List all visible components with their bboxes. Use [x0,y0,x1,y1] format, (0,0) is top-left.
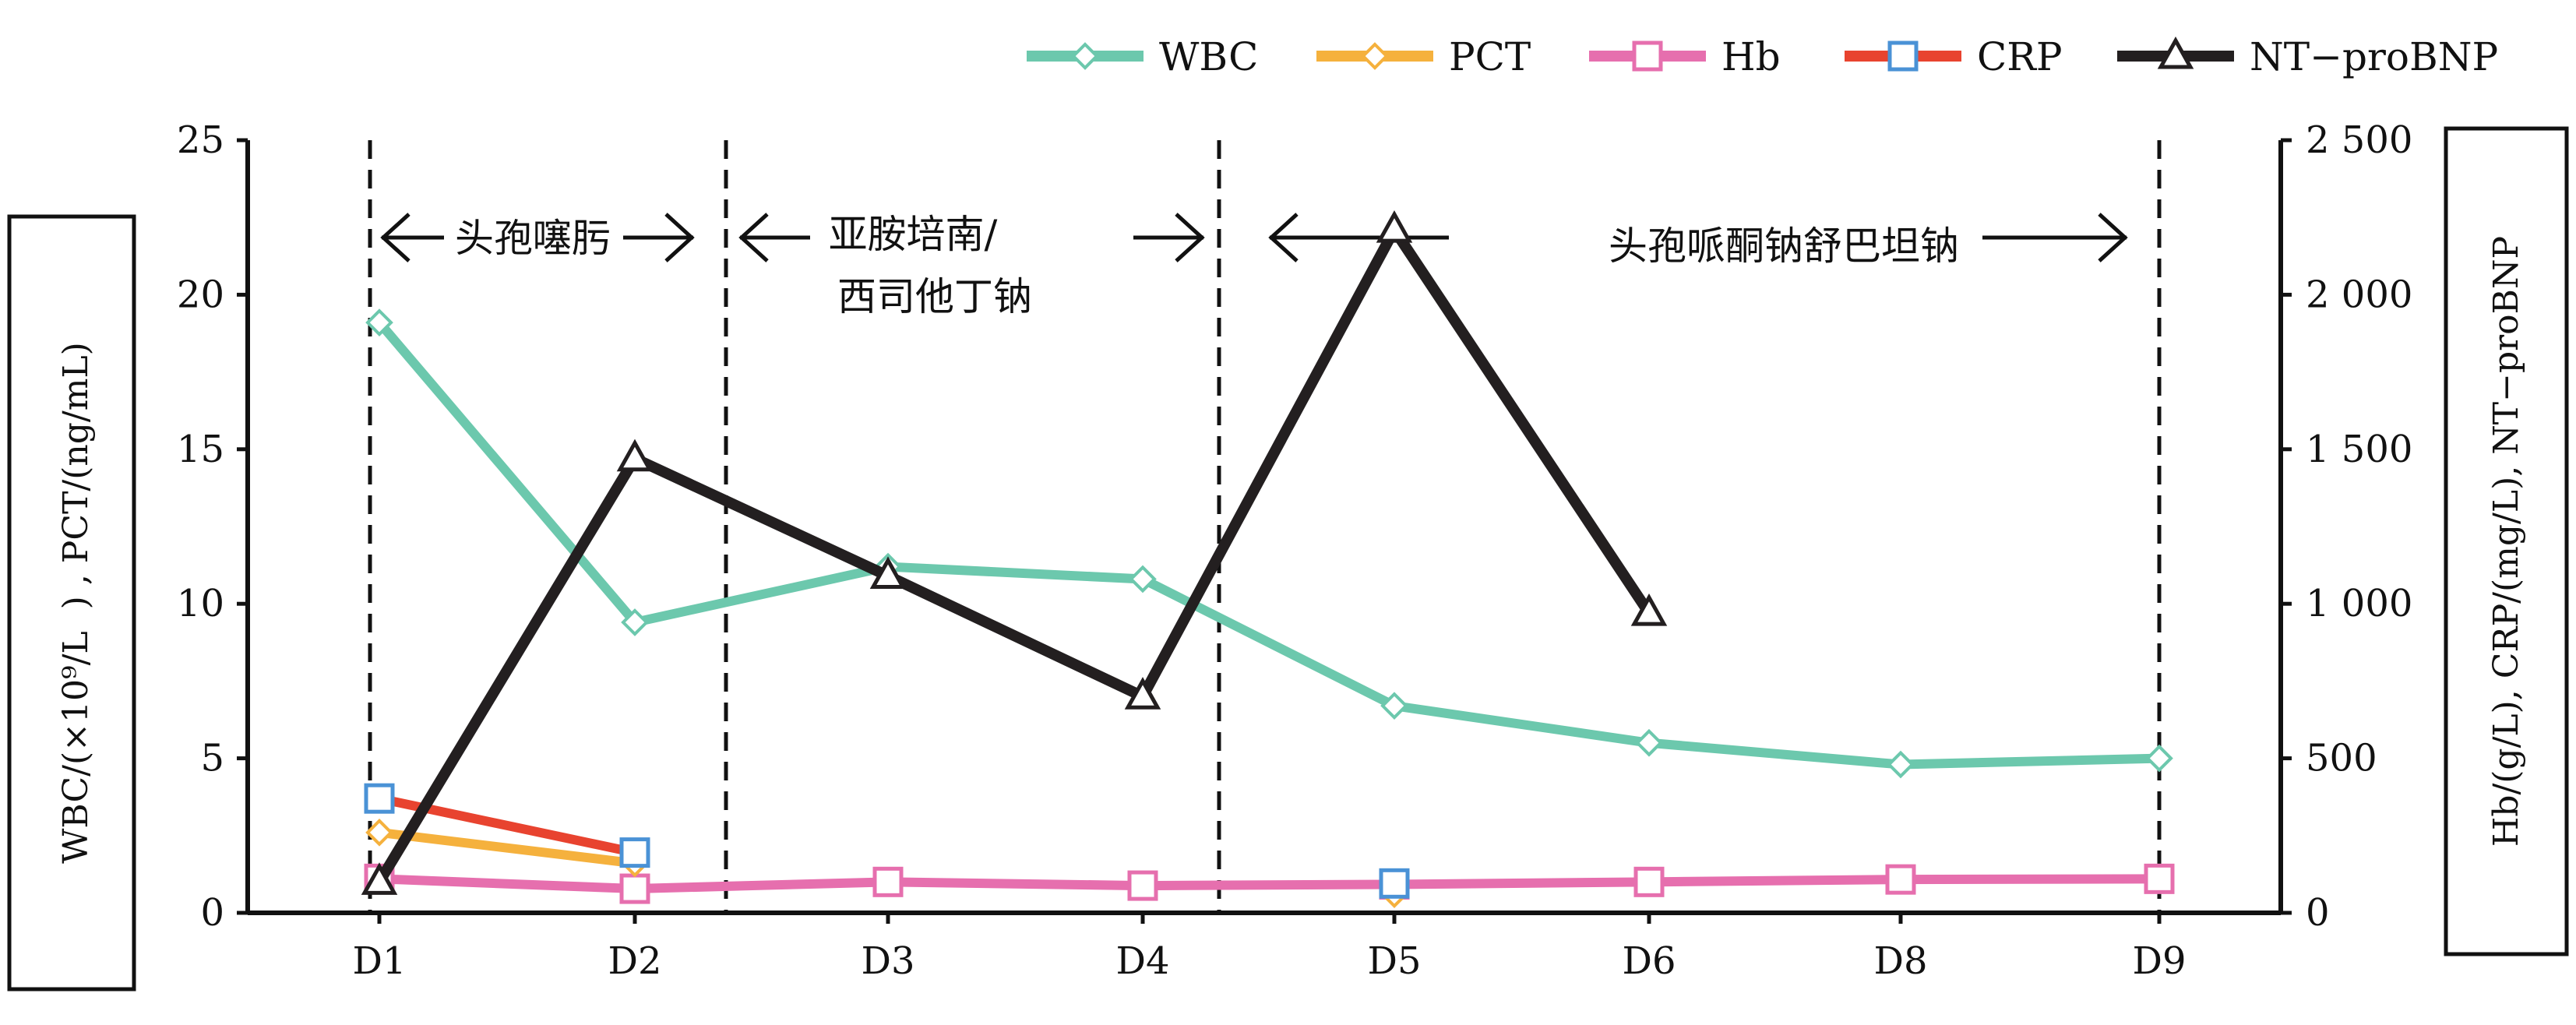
point-nt-probnp [1124,677,1161,710]
series-wbc [365,308,2173,779]
point-crp [1379,868,1410,899]
left-tick-label: 25 [177,118,224,162]
legend-label: Hb [1721,34,1781,79]
point-hb [619,873,650,904]
point-nt-probnp [361,862,398,895]
legend-item-nt-probnp: NT−proBNP [2117,34,2498,79]
point-wbc [2145,744,2173,773]
point-hb [872,866,904,897]
drug-annotations: 头孢噻肟 亚胺培南/ 西司他丁钠 头孢哌酮钠舒巴坦钠 [380,212,2128,319]
annotation-arrows [380,213,2128,262]
arrow-imipenem-left [738,213,810,262]
point-crp [619,837,650,868]
legend-marker [1887,41,1919,72]
x-tick-label: D2 [608,939,661,983]
point-nt-probnp [1630,593,1668,626]
point-wbc [365,308,393,336]
series-line-hb [379,874,2160,894]
annotation-cefotaxime: 头孢噻肟 [455,216,611,261]
annotation-imipenem-line2: 西司他丁钠 [837,274,1032,319]
point-nt-probnp [869,556,907,589]
point-hb [1633,866,1665,897]
point-nt-probnp [616,439,654,472]
legend-label: NT−proBNP [2250,34,2498,79]
legend-item-crp: CRP [1845,34,2063,79]
left-tick-label: 0 [200,891,224,935]
point-wbc [621,608,649,636]
point-wbc [1887,750,1915,779]
axes: 0 5 10 15 20 25 0 500 1 000 1 500 2 000 2 500 D1 D2 D3… [177,118,2413,983]
legend-item-pct: PCT [1316,34,1531,79]
point-hb [1885,864,1916,895]
legend: WBC PCT Hb CRP NT−proBNP [1027,34,2498,79]
point-pct [365,819,393,847]
series-line-pct [379,827,636,868]
left-axis-title: WBC/(×10⁹/L ) , PCT/(ng/mL) [56,342,96,864]
x-tick-label: D8 [1873,939,1927,983]
series-nt-probnp [361,210,1668,895]
right-tick-label: 1 000 [2306,582,2412,625]
x-tick-label: D3 [861,939,914,983]
right-axis-title: Hb/(g/L), CRP/(mg/L), NT−proBNP [2486,236,2526,847]
series-line-wbc [375,319,2160,770]
x-tick-label: D6 [1622,939,1676,983]
arrow-imipenem-right [1133,213,1205,262]
series-layer [361,210,2175,909]
point-wbc [1380,692,1408,720]
series-line-nt-probnp [375,219,1654,885]
point-wbc [1635,728,1663,757]
arrow-cefoperazone-right [1982,213,2128,262]
left-tick-label: 10 [177,582,224,625]
x-tick-label: D4 [1115,939,1169,983]
legend-marker [1632,41,1663,72]
arrow-cefotaxime-right [623,213,695,262]
legend-label: WBC [1159,34,1258,79]
right-tick-label: 2 500 [2306,118,2412,162]
arrow-cefotaxime-left [380,213,444,262]
right-axis-label: Hb/(g/L), CRP/(mg/L), NT−proBNP [2444,126,2569,956]
point-hb [1127,870,1158,901]
left-tick-label: 15 [177,428,224,471]
x-tick-label: D1 [352,939,406,983]
right-tick-label: 500 [2306,737,2377,780]
left-tick-label: 20 [177,273,224,316]
annotation-imipenem-line1: 亚胺培南/ [829,212,998,257]
phase-dividers [368,140,2162,913]
point-nt-probnp [1376,210,1413,243]
legend-marker [2157,36,2194,69]
annotation-cefoperazone: 头孢哌酮钠舒巴坦钠 [1609,224,1959,269]
x-tick-label: D9 [2132,939,2186,983]
legend-item-wbc: WBC [1027,34,1258,79]
point-hb [2144,863,2175,894]
right-tick-label: 0 [2306,891,2330,935]
legend-item-hb: Hb [1589,34,1781,79]
legend-label: CRP [1977,34,2063,79]
legend-marker [1071,42,1099,70]
x-tick-label: D5 [1367,939,1421,983]
arrow-cefoperazone-left [1268,213,1449,262]
right-tick-label: 1 500 [2306,428,2412,471]
point-crp [364,783,395,814]
point-wbc [1129,565,1157,594]
left-tick-label: 5 [200,737,224,780]
legend-label: PCT [1449,34,1531,79]
left-axis-label: WBC/(×10⁹/L ) , PCT/(ng/mL) [7,214,136,992]
right-tick-label: 2 000 [2306,273,2412,316]
legend-marker [1361,42,1389,70]
